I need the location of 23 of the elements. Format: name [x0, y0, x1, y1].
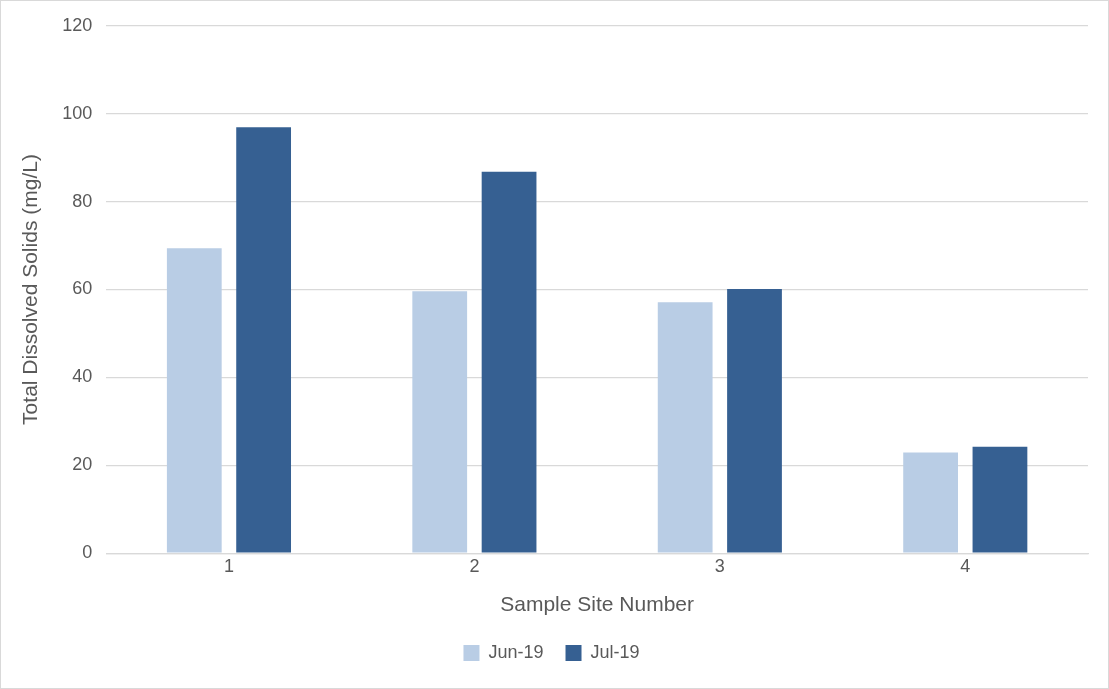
y-tick-label: 100: [62, 102, 93, 123]
legend-label: Jul-19: [590, 641, 640, 662]
y-tick-label: 40: [72, 366, 93, 387]
bar: [903, 452, 958, 553]
bar: [481, 171, 537, 553]
bar: [236, 127, 292, 553]
y-tick-label: 60: [72, 278, 93, 299]
y-tick-label: 20: [72, 454, 93, 475]
bar: [657, 302, 713, 553]
x-tick-label: 3: [714, 555, 725, 576]
x-axis-title: Sample Site Number: [500, 592, 694, 616]
bar: [412, 291, 468, 553]
bar: [972, 446, 1028, 553]
y-tick-label: 80: [72, 190, 93, 211]
legend-label: Jun-19: [488, 641, 544, 662]
x-tick-label: 4: [960, 555, 971, 576]
y-tick-label: 0: [82, 542, 93, 563]
y-tick-label: 120: [62, 14, 93, 35]
bar: [166, 248, 222, 553]
x-tick-label: 2: [469, 555, 480, 576]
bar: [727, 289, 782, 553]
y-axis-title: Total Dissolved Solids (mg/L): [18, 154, 42, 425]
x-tick-label: 1: [223, 555, 234, 576]
